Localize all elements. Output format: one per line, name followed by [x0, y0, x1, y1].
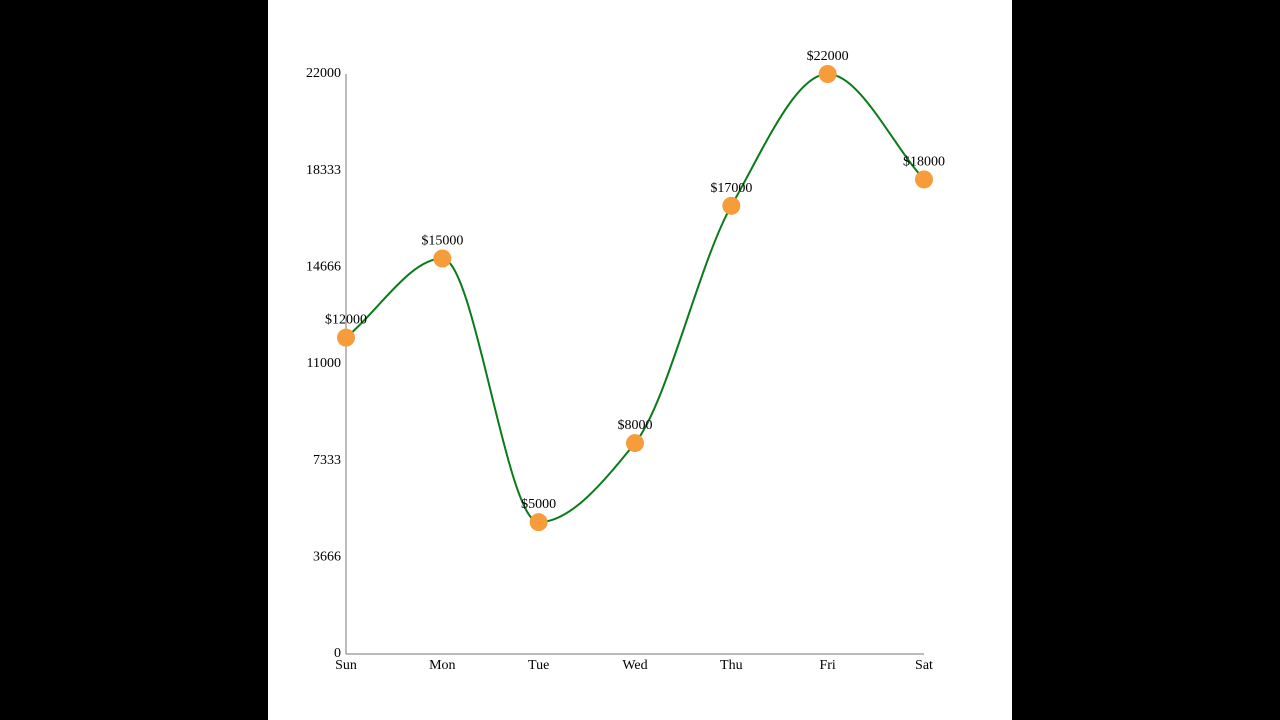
x-tick-label: Thu	[720, 658, 743, 673]
x-tick-label: Sun	[335, 658, 357, 673]
y-tick-label: 14666	[306, 260, 341, 275]
x-tick-label: Fri	[819, 658, 835, 673]
x-axis-ticks: Sun Mon Tue Wed Thu Fri Sat	[335, 658, 933, 673]
x-tick-label: Tue	[528, 658, 549, 673]
data-point	[529, 513, 548, 532]
x-tick-label: Mon	[429, 658, 455, 673]
y-tick-label: 3666	[313, 550, 341, 565]
data-label: $12000	[325, 313, 367, 328]
data-point	[626, 434, 644, 453]
y-axis-ticks: 0 3666 7333 11000 14666 18333 22000	[306, 66, 341, 661]
x-tick-label: Sat	[915, 658, 933, 673]
y-tick-label: 22000	[306, 66, 341, 81]
x-tick-label: Wed	[622, 658, 647, 673]
data-labels: $12000 $15000 $5000 $8000 $17000 $22000 $18000	[325, 49, 945, 512]
axes	[345, 74, 924, 655]
data-point	[433, 249, 452, 268]
data-label: $17000	[710, 181, 752, 196]
data-label: $15000	[421, 234, 463, 249]
data-points	[337, 65, 933, 532]
chart-canvas: 0 3666 7333 11000 14666 18333 22000 Sun Mon Tue W…	[268, 0, 1012, 720]
y-tick-label: 18333	[306, 163, 341, 178]
series-line	[345, 72, 925, 524]
y-tick-label: 11000	[307, 356, 341, 371]
data-label: $22000	[807, 49, 849, 64]
data-point	[915, 170, 933, 189]
y-tick-label: 7333	[313, 453, 341, 468]
line-chart: 0 3666 7333 11000 14666 18333 22000 Sun Mon Tue W…	[306, 49, 945, 673]
y-tick-label: 0	[334, 646, 341, 661]
data-label: $18000	[903, 154, 945, 169]
data-point	[722, 196, 741, 215]
data-label: $5000	[521, 497, 556, 512]
data-point	[818, 65, 837, 83]
data-point	[337, 328, 355, 347]
data-label: $8000	[618, 418, 653, 433]
